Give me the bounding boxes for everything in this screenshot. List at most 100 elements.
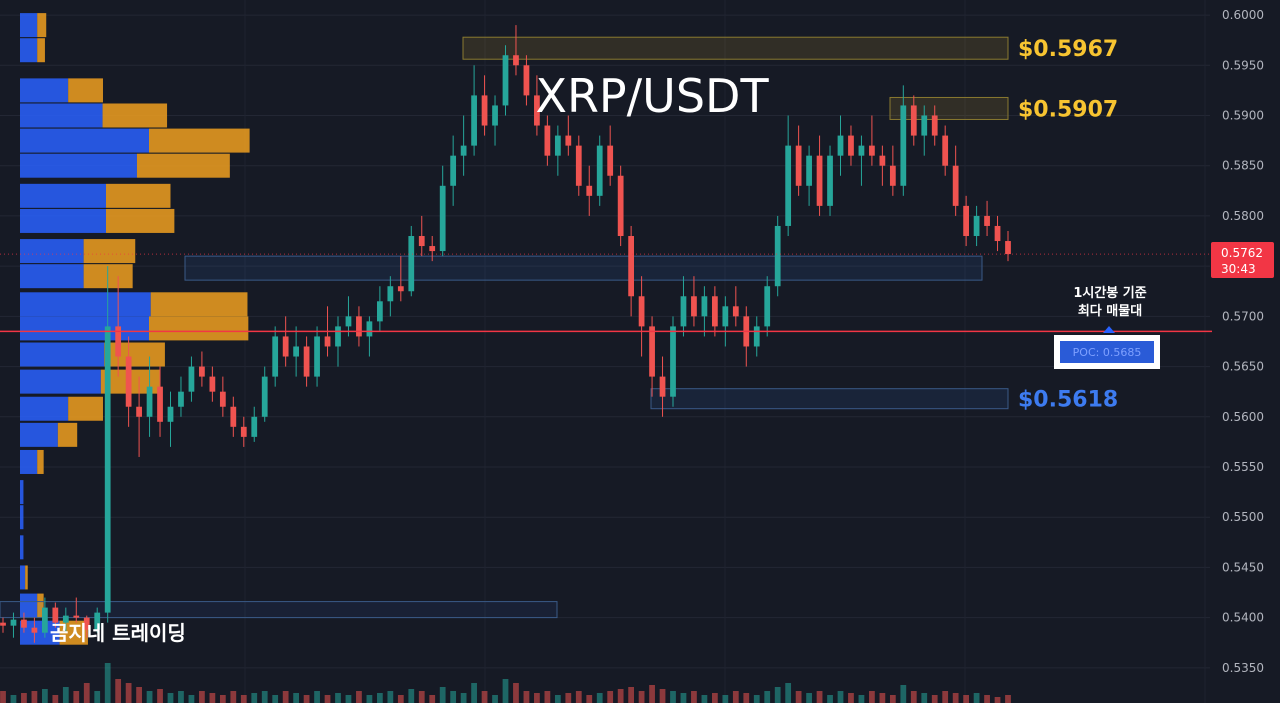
vp-bar-up (20, 153, 137, 178)
candle-body (376, 301, 383, 322)
volume-bar (0, 691, 6, 703)
overlay: $0.5967 $0.5907 $0.5618 (0, 37, 1212, 413)
volume-bar (146, 691, 153, 703)
volume-bar (795, 691, 802, 703)
vp-bar-down (37, 38, 45, 63)
current-price-countdown: 30:43 (1221, 262, 1256, 276)
poc-pointer-icon (1103, 326, 1115, 333)
price-axis[interactable]: 0.60000.59500.59000.58500.58000.57500.57… (1222, 8, 1264, 675)
candle-body (638, 296, 645, 327)
volume-bar (397, 695, 404, 703)
y-tick-label: 0.5400 (1222, 611, 1264, 625)
volume-bar (492, 695, 498, 703)
y-tick-label: 0.5350 (1222, 661, 1264, 675)
vp-bar-up (20, 505, 24, 530)
candle-body (628, 236, 635, 297)
vp-bar-down (37, 593, 44, 618)
volume-bar (104, 663, 111, 703)
vp-bar-down (57, 422, 78, 447)
candle-body (554, 135, 561, 156)
volume-bar (586, 695, 593, 703)
vp-bar-up (20, 369, 101, 394)
candle-body (732, 306, 739, 317)
volume-bar (565, 693, 572, 703)
volume-bar (335, 693, 341, 703)
volume-bar (345, 695, 352, 703)
candle-body (52, 607, 59, 623)
current-price-value: 0.5762 (1221, 246, 1263, 260)
vp-bar-up (20, 13, 38, 38)
y-tick-label: 0.5500 (1222, 510, 1264, 524)
candle-body (900, 105, 907, 186)
candle-body (816, 155, 823, 206)
candle-body (921, 115, 928, 136)
candle-body (209, 376, 216, 392)
level-zone (650, 388, 1009, 410)
annotation-line2: 최다 매물대 (1078, 303, 1142, 319)
candle-body (335, 326, 341, 347)
volume-bar (942, 691, 949, 703)
vp-bar-up (20, 292, 151, 317)
candle-body (994, 225, 1001, 242)
candle-body (481, 95, 488, 126)
candle-body (869, 145, 875, 156)
vp-bar-up (20, 535, 24, 560)
volume-bar (691, 691, 697, 703)
volume-bar (282, 691, 289, 703)
candle-body (931, 115, 938, 136)
candle-body (952, 165, 959, 206)
vp-bar-down (136, 153, 230, 178)
candle-body (837, 135, 844, 156)
volume-bar (439, 687, 446, 703)
candle-body (408, 236, 415, 292)
volume-bar (502, 679, 509, 703)
candle-body (1005, 241, 1011, 255)
vp-bar-down (59, 620, 88, 645)
candle-body (429, 246, 436, 252)
candle-body (418, 236, 425, 247)
candle-body (691, 296, 697, 317)
volume-bar (931, 695, 938, 703)
volume-bar (806, 693, 812, 703)
candle-body (827, 155, 833, 206)
watermark: 곰지네 트레이딩 (50, 621, 186, 645)
candle-body (774, 225, 781, 287)
volume-bar (418, 691, 425, 703)
candle-body (680, 296, 687, 327)
y-tick-label: 0.5550 (1222, 460, 1264, 474)
volume-bar (240, 695, 247, 703)
vp-bar-up (20, 38, 38, 63)
candle-body (670, 326, 676, 397)
candle-body (115, 326, 122, 357)
candle-body (314, 336, 320, 377)
volume-bar (387, 691, 394, 703)
vp-bar-down (149, 128, 250, 153)
candle-body (858, 145, 865, 156)
volume-bar (607, 691, 614, 703)
vp-bar-up (20, 342, 105, 367)
candle-body (146, 386, 153, 417)
candle-body (942, 135, 949, 166)
candle-body (83, 617, 90, 630)
vp-bar-up (20, 449, 38, 474)
candle-body (565, 135, 572, 146)
vp-bar-down (83, 239, 136, 264)
current-price-tag (1211, 242, 1274, 278)
volume-bar (921, 693, 928, 703)
vp-bar-down (106, 208, 175, 233)
candle-body (450, 155, 457, 186)
candle-body (240, 426, 247, 437)
volume-bar (10, 695, 17, 703)
candle-body (711, 296, 718, 327)
candle-body (910, 105, 917, 136)
volume-bar (272, 695, 279, 703)
volume-bar (450, 691, 457, 703)
volume-bar (858, 695, 865, 703)
vp-bar-down (68, 396, 103, 421)
volume-bars (0, 663, 1011, 703)
candle-body (178, 391, 184, 407)
candle-body (471, 95, 477, 146)
candle-body (973, 215, 980, 237)
vp-bar-down (106, 183, 171, 208)
